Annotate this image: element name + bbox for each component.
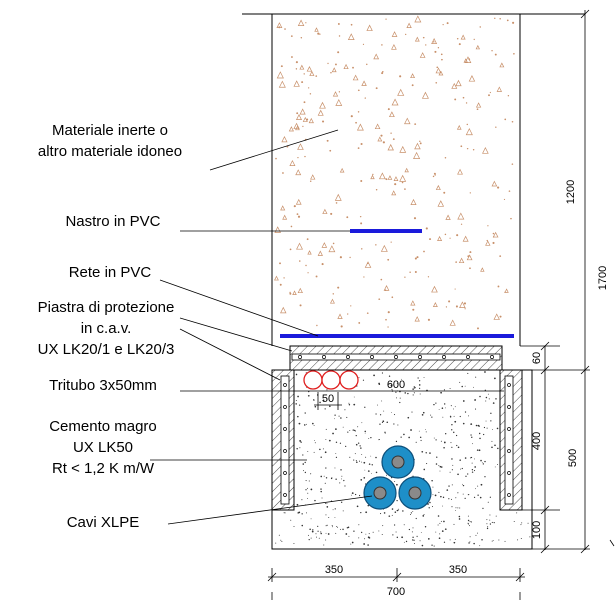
label-concrete-1: Cemento magro bbox=[49, 418, 157, 435]
leader-lines bbox=[150, 129, 373, 525]
dim-1200: 1200 bbox=[565, 180, 577, 204]
dim-60: 60 bbox=[531, 352, 543, 364]
label-inert-2: altro materiale idoneo bbox=[38, 143, 182, 160]
dim-400: 400 bbox=[531, 432, 543, 450]
dim-700: 700 bbox=[387, 586, 405, 598]
label-pvc-tape: Nastro in PVC bbox=[65, 213, 160, 230]
dim-100: 100 bbox=[531, 521, 543, 539]
inert-backfill-zone bbox=[271, 14, 521, 346]
label-concrete-2: UX LK50 bbox=[73, 439, 133, 456]
dim-50: 50 bbox=[322, 393, 334, 405]
vertical-dimensions bbox=[520, 9, 615, 554]
label-concrete-3: Rt < 1,2 K m/W bbox=[52, 460, 155, 477]
dim-350-right: 350 bbox=[449, 564, 467, 576]
dim-600: 600 bbox=[387, 379, 405, 391]
horizontal-dimensions bbox=[267, 390, 525, 600]
xlpe-cables bbox=[363, 445, 432, 510]
dim-500: 500 bbox=[567, 449, 579, 467]
dim-1700: 1700 bbox=[597, 266, 609, 290]
label-plate-2: in c.a.v. bbox=[81, 320, 132, 337]
protection-plate bbox=[289, 345, 503, 371]
dim-350-left: 350 bbox=[325, 564, 343, 576]
label-plate-1: Piastra di protezione bbox=[38, 299, 175, 316]
label-cables: Cavi XLPE bbox=[67, 514, 140, 531]
tritube bbox=[303, 370, 359, 390]
label-inert-1: Materiale inerte o bbox=[52, 122, 168, 139]
label-plate-3: UX LK20/1 e LK20/3 bbox=[38, 341, 175, 358]
label-tritube: Tritubo 3x50mm bbox=[49, 377, 157, 394]
label-pvc-net: Rete in PVC bbox=[69, 264, 152, 281]
